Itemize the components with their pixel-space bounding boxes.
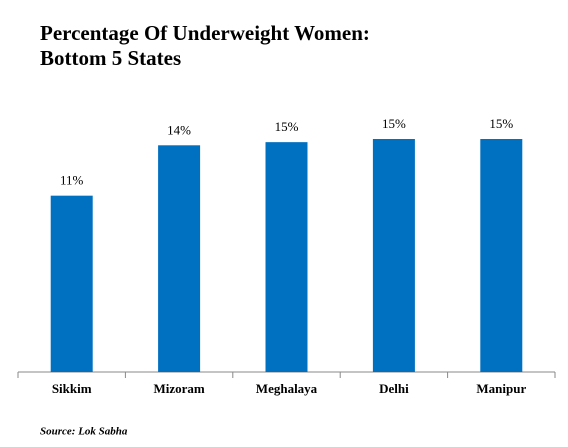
bar [372, 139, 415, 372]
bar [50, 195, 93, 372]
bar [480, 139, 523, 372]
chart-title: Percentage Of Underweight Women: [40, 21, 370, 45]
x-tick-label: Meghalaya [256, 381, 318, 396]
data-label: 15% [382, 116, 406, 131]
data-label: 11% [60, 173, 84, 188]
data-label: 14% [167, 122, 191, 137]
bar [158, 145, 201, 372]
x-tick-label: Delhi [379, 381, 409, 396]
x-tick-label: Sikkim [52, 381, 92, 396]
data-label: 15% [489, 116, 513, 131]
x-tick-label: Mizoram [153, 381, 204, 396]
bar [265, 142, 308, 372]
chart-title: Bottom 5 States [40, 46, 181, 70]
source-note: Source: Lok Sabha [40, 426, 128, 438]
x-tick-label: Manipur [476, 381, 526, 396]
data-label: 15% [275, 119, 299, 134]
